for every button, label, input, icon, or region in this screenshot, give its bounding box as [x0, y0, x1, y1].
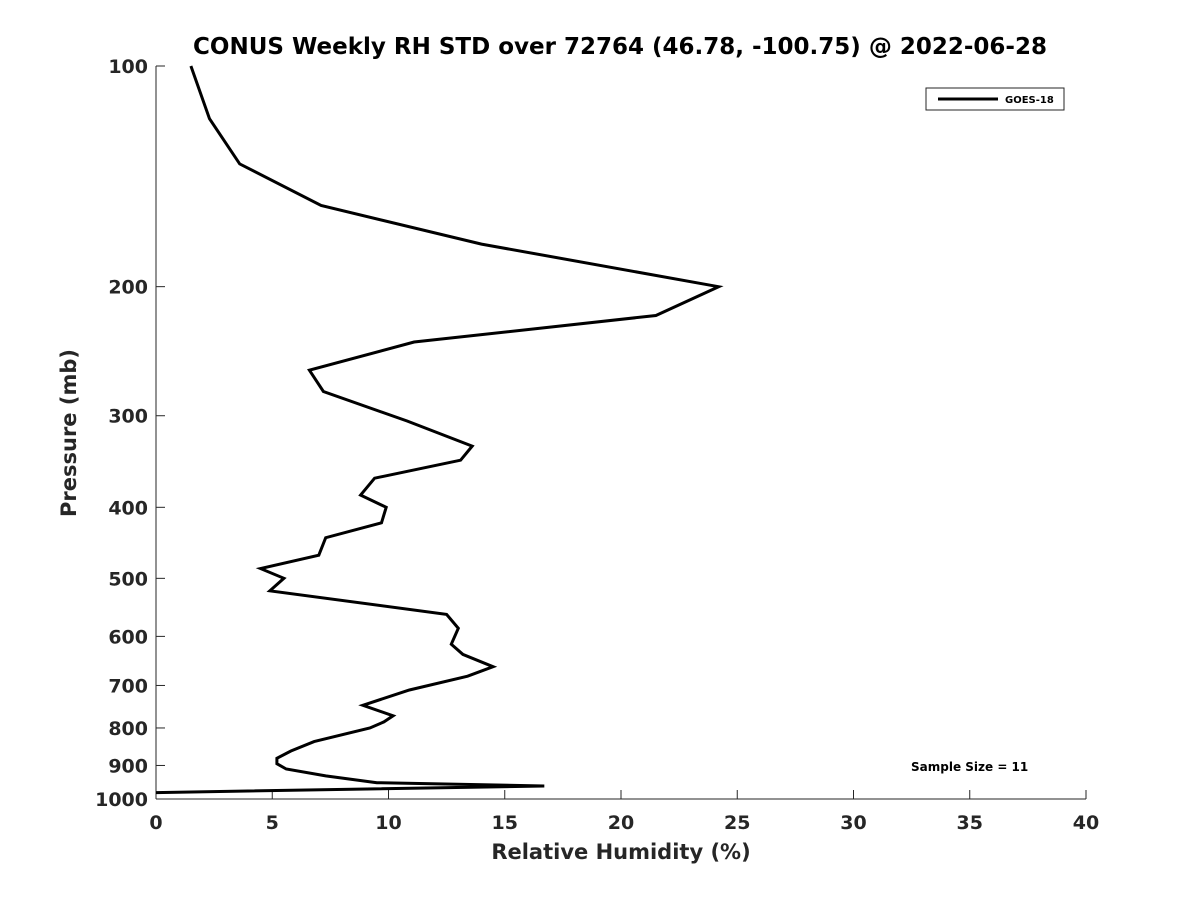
y-axis-label: Pressure (mb)	[57, 349, 81, 517]
x-tick-label: 40	[1073, 812, 1099, 834]
y-tick-label: 300	[108, 406, 148, 428]
y-ticks: 100 200 300 400 500 600 700 800 900 1000	[95, 56, 165, 811]
x-tick-label: 10	[375, 812, 401, 834]
y-tick-label: 500	[108, 568, 148, 590]
series-layer	[155, 65, 724, 795]
x-tick-label: 0	[149, 812, 162, 834]
legend-label-goes-18: GOES-18	[1005, 95, 1054, 106]
legend: GOES-18	[925, 87, 1065, 111]
y-tick-label: 1000	[95, 789, 148, 811]
y-tick-label: 400	[108, 497, 148, 519]
x-tick-label: 15	[492, 812, 518, 834]
x-axis-label: Relative Humidity (%)	[491, 840, 750, 864]
series-line-goes-18	[155, 65, 724, 795]
x-ticks: 0 5 10 15 20 25 30 35 40	[149, 790, 1099, 834]
chart-title: CONUS Weekly RH STD over 72764 (46.78, -…	[193, 34, 1047, 60]
y-tick-label: 800	[108, 718, 148, 740]
y-tick-label: 700	[108, 675, 148, 697]
sample-size-annotation: Sample Size = 11	[911, 760, 1028, 774]
x-tick-label: 5	[266, 812, 279, 834]
y-tick-label: 200	[108, 277, 148, 299]
y-tick-label: 100	[108, 56, 148, 78]
x-tick-label: 20	[608, 812, 634, 834]
x-tick-label: 30	[840, 812, 866, 834]
y-tick-label: 900	[108, 755, 148, 777]
y-tick-label: 600	[108, 626, 148, 648]
x-tick-label: 35	[957, 812, 983, 834]
x-tick-label: 25	[724, 812, 750, 834]
